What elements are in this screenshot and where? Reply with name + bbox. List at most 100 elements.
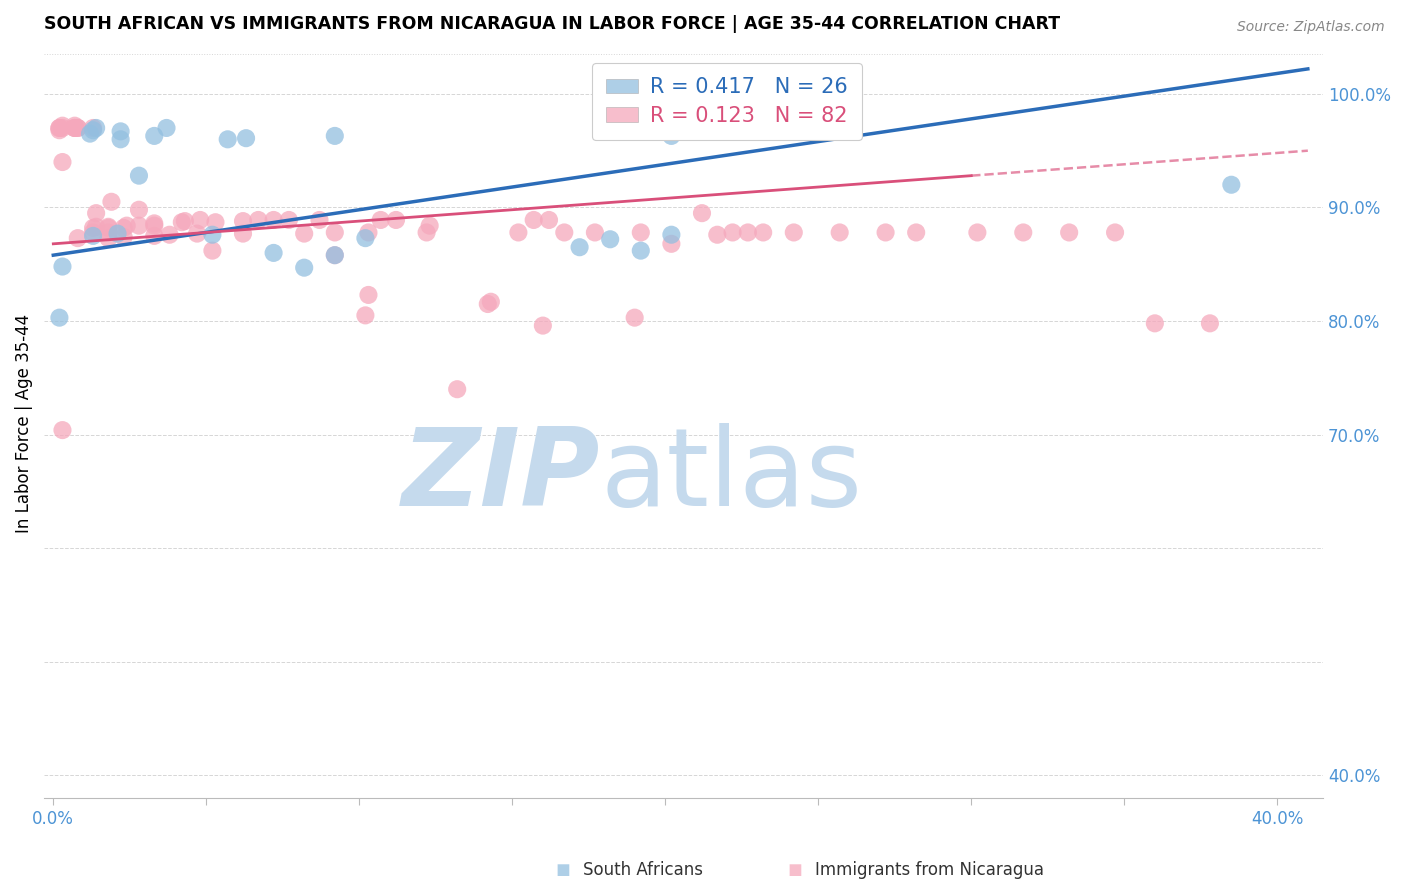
Point [155,120,177,135]
Point [51,119,73,133]
Point [201,244,224,258]
Point [477,297,499,311]
Point [63,119,86,133]
Point [51,155,73,169]
Point [661,128,683,143]
Point [1012,226,1035,240]
Point [217,132,239,146]
Point [783,226,806,240]
Point [115,219,138,233]
Point [531,318,554,333]
Point [97,219,120,234]
Point [479,294,502,309]
Point [875,226,897,240]
Point [523,213,546,227]
Point [143,228,166,243]
Text: Source: ZipAtlas.com: Source: ZipAtlas.com [1237,20,1385,34]
Point [232,214,254,228]
Point [143,216,166,230]
Point [247,213,270,227]
Point [97,226,120,240]
Point [128,169,150,183]
Point [630,226,652,240]
Point [623,310,645,325]
Point [752,226,775,240]
Point [97,231,120,245]
Point [173,214,195,228]
Text: South Africans: South Africans [583,861,703,879]
Point [292,260,315,275]
Point [66,120,89,135]
Point [63,120,86,135]
Point [1143,316,1166,330]
Point [323,226,346,240]
Point [82,228,104,243]
Point [308,213,330,227]
Point [51,260,73,274]
Point [385,213,408,227]
Point [110,124,132,138]
Point [706,227,728,242]
Point [170,215,193,229]
Point [232,227,254,241]
Point [51,120,73,135]
Point [82,226,104,240]
Legend: R = 0.417   N = 26, R = 0.123   N = 82: R = 0.417 N = 26, R = 0.123 N = 82 [592,62,862,140]
Point [690,206,713,220]
Point [370,213,392,227]
Point [537,213,560,227]
Point [51,423,73,437]
Point [84,219,107,234]
Text: atlas: atlas [600,423,862,529]
Point [84,120,107,135]
Point [82,120,104,135]
Point [143,219,166,233]
Point [354,309,377,323]
Text: ◼: ◼ [787,861,801,879]
Point [599,232,621,246]
Point [905,226,928,240]
Point [48,120,70,135]
Point [263,246,285,260]
Point [1199,316,1222,330]
Point [661,236,683,251]
Point [721,226,744,240]
Point [110,132,132,146]
Point [828,226,851,240]
Point [419,219,441,233]
Point [277,213,299,227]
Point [737,226,759,240]
Point [188,213,211,227]
Point [82,123,104,137]
Point [357,226,380,240]
Point [1220,178,1243,192]
Point [357,288,380,302]
Point [1104,226,1126,240]
Point [323,128,346,143]
Point [661,227,683,242]
Point [553,226,575,240]
Point [112,221,135,235]
Point [354,231,377,245]
Point [48,120,70,135]
Point [84,206,107,220]
Point [63,120,86,135]
Point [323,248,346,262]
Point [1057,226,1080,240]
Point [159,227,181,242]
Point [128,202,150,217]
Point [63,120,86,135]
Point [966,226,988,240]
Point [107,227,129,241]
Point [112,230,135,244]
Point [48,310,70,325]
Text: Immigrants from Nicaragua: Immigrants from Nicaragua [815,861,1045,879]
Point [583,226,606,240]
Point [48,123,70,137]
Point [66,231,89,245]
Text: ◼: ◼ [555,861,569,879]
Point [630,244,652,258]
Point [415,226,437,240]
Point [100,194,122,209]
Point [204,215,226,229]
